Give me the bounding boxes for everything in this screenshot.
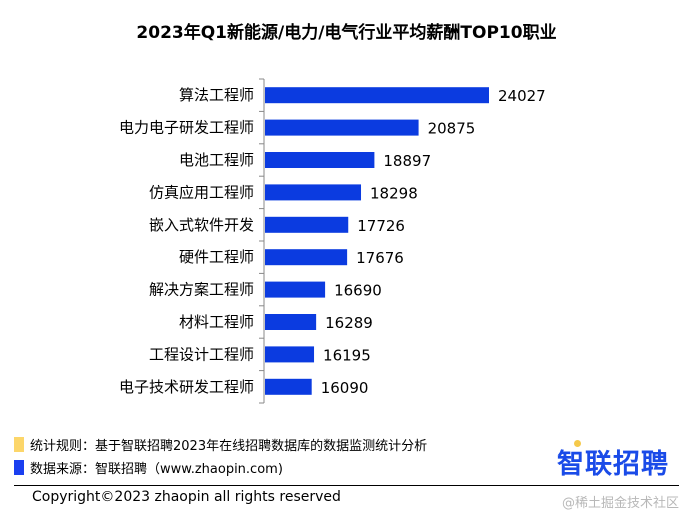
bar (265, 281, 326, 298)
bar-chart: 算法工程师 24027 电力电子研发工程师 20875 电池工程师 18897 仿真应用工程… (119, 78, 546, 404)
legend-swatch-blue (14, 460, 24, 475)
data-label: 16090 (321, 379, 369, 397)
legend-rule: 统计规则：基于智联招聘2023年在线招聘数据库的数据监测统计分析 (14, 435, 427, 454)
category-label: 硬件工程师 (179, 248, 254, 266)
bar (265, 184, 362, 201)
category-label: 电池工程师 (179, 151, 254, 169)
watermark: @稀土掘金技术社区 (561, 496, 679, 511)
category-label: 仿真应用工程师 (149, 183, 254, 201)
data-label: 17726 (357, 217, 405, 235)
legend-source: 数据来源：智联招聘（www.zhaopin.com) (14, 458, 283, 477)
legend-swatch-yellow (14, 437, 24, 452)
category-label: 解决方案工程师 (149, 281, 254, 299)
bar (265, 216, 349, 233)
category-label: 工程设计工程师 (149, 345, 254, 363)
data-label: 18298 (370, 184, 418, 202)
data-label: 16289 (325, 314, 373, 332)
bar (265, 314, 317, 330)
divider (14, 485, 679, 486)
bar (265, 346, 315, 363)
logo-text: 智联招聘 (557, 449, 669, 480)
data-label: 16690 (334, 282, 382, 300)
category-label: 材料工程师 (179, 313, 254, 331)
bar (265, 152, 375, 168)
zhaopin-logo: 智联招聘 (557, 440, 669, 481)
legend-rule-text: 统计规则：基于智联招聘2023年在线招聘数据库的数据监测统计分析 (30, 439, 428, 454)
legend-source-text: 数据来源：智联招聘（www.zhaopin.com) (30, 462, 283, 477)
data-label: 16195 (323, 346, 371, 364)
copyright: Copyright©2023 zhaopin all rights reserv… (32, 489, 341, 505)
data-label: 24027 (498, 87, 546, 105)
category-label: 电力电子研发工程师 (119, 119, 254, 137)
bar (265, 249, 348, 266)
bar (265, 378, 312, 395)
bar (265, 119, 419, 136)
data-label: 17676 (356, 249, 404, 267)
category-label: 电子技术研发工程师 (119, 378, 254, 396)
data-label: 20875 (428, 120, 476, 138)
bar (265, 87, 489, 104)
category-label: 算法工程师 (179, 86, 254, 104)
data-label: 18897 (383, 152, 431, 170)
chart-title: 2023年Q1新能源/电力/电气行业平均薪酬TOP10职业 (136, 23, 557, 43)
category-label: 嵌入式软件开发 (149, 216, 254, 234)
